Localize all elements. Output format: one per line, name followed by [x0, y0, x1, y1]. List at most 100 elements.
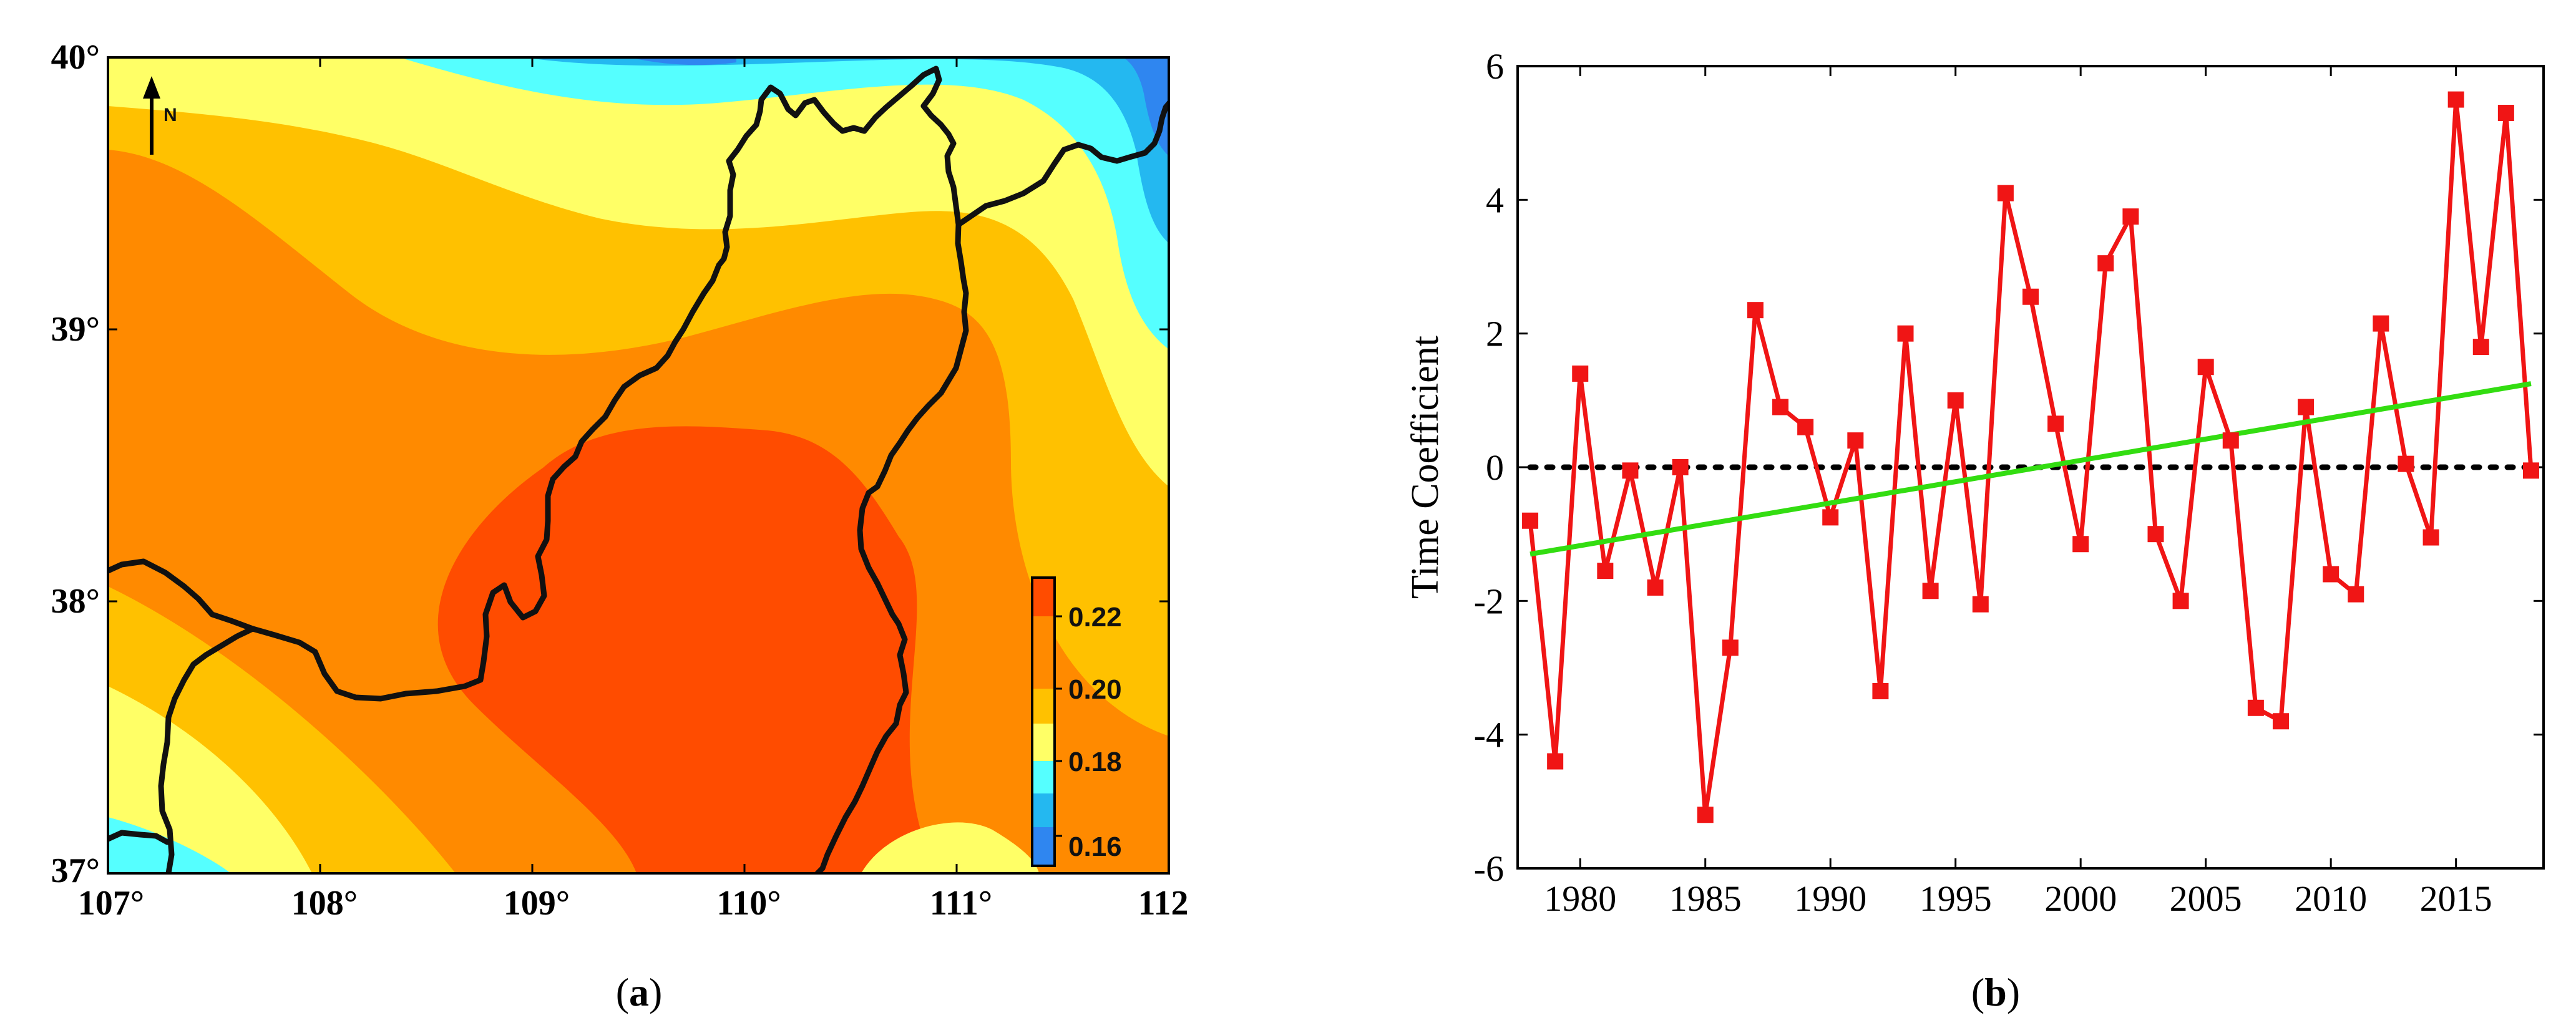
data-point-marker [1847, 432, 1864, 449]
x-tick-label: 1980 [1544, 878, 1616, 919]
map-y-axis: 40° 39° 38° 37° [51, 38, 1169, 890]
colorbar-label: 0.18 [1068, 747, 1122, 777]
contour-band-orange [108, 57, 1169, 873]
colorbar-segment [1032, 578, 1055, 616]
x-tick-label: 107° [78, 884, 144, 923]
data-point-marker [1697, 807, 1714, 823]
data-point-marker [1572, 365, 1589, 382]
trend-line [1530, 381, 2532, 557]
x-tick-label: 110° [716, 884, 781, 923]
x-tick-label: 2000 [2044, 878, 2117, 919]
data-point-marker [2097, 255, 2114, 272]
y-tick-label: 40° [51, 38, 100, 77]
colorbar-segment [1032, 616, 1055, 689]
x-tick-label: 111° [930, 884, 992, 923]
data-point-marker [1597, 563, 1614, 580]
x-tick-label: 108° [291, 884, 358, 923]
data-point-marker [1722, 639, 1739, 656]
colorbar-segment [1032, 793, 1055, 827]
data-point-marker [2398, 455, 2414, 472]
data-point-marker [1672, 459, 1689, 475]
data-point-marker [2222, 432, 2239, 449]
data-point-marker [2522, 462, 2539, 479]
data-point-marker [2348, 586, 2364, 603]
data-point-marker [2298, 399, 2315, 415]
colorbar-segment [1032, 761, 1055, 793]
colorbar: 0.22 0.20 0.18 0.16 [1031, 576, 1122, 867]
panel-b-caption-letter: b [1984, 970, 2007, 1014]
border-line-northeast [955, 99, 1169, 228]
y-tick-label: 0 [1486, 447, 1504, 488]
colorbar-segment [1032, 827, 1055, 866]
y-axis-label: Time Coefficient [1404, 336, 1447, 599]
data-point-marker [2197, 359, 2214, 376]
data-point-marker [2497, 105, 2514, 122]
data-point-marker [1922, 583, 1939, 599]
data-point-marker [2422, 529, 2439, 546]
data-point-marker [1822, 509, 1839, 526]
data-point-marker [2147, 526, 2164, 543]
contour-band-lightblue [524, 57, 1169, 243]
x-tick-label: 1995 [1920, 878, 1992, 919]
colorbar-label: 0.20 [1068, 674, 1122, 705]
panel-a-caption-letter: a [629, 970, 649, 1014]
north-label: N [163, 105, 177, 125]
y-tick-label: 38° [51, 582, 100, 621]
data-point-marker [1622, 462, 1639, 479]
map-frame [107, 56, 1170, 875]
y-tick-label: 4 [1486, 180, 1504, 220]
panel-b-chart: -6 -4 -2 0 2 4 6 1980 1985 1990 1995 2000 2005 2010 2… [1404, 46, 2545, 1014]
y-tick-label: 2 [1486, 314, 1504, 354]
chart-x-axis: 1980 1985 1990 1995 2000 2005 2010 2015 [1544, 66, 2492, 919]
colorbar-label: 0.22 [1068, 602, 1122, 633]
data-point-marker [2047, 415, 2064, 432]
data-point-marker [1547, 753, 1564, 770]
data-point-marker [1972, 596, 1989, 613]
x-tick-label: 112 [1138, 884, 1189, 923]
colorbar-frame [1031, 576, 1056, 867]
x-tick-label: 2010 [2295, 878, 2367, 919]
y-tick-label: 37° [51, 851, 100, 890]
x-tick-label: 1990 [1794, 878, 1866, 919]
data-point-marker [1872, 683, 1889, 700]
border-line-main [108, 65, 969, 873]
data-point-marker [1997, 185, 2014, 201]
north-arrow: N [143, 76, 177, 155]
data-point-marker [1647, 579, 1664, 596]
contour-band-yellow [108, 57, 1169, 873]
data-point-marker [1747, 302, 1764, 319]
map-x-axis: 107° 108° 109° 110° 111° 112 [78, 57, 1189, 923]
data-point-marker [2447, 91, 2464, 108]
data-point-marker [2022, 288, 2039, 305]
data-point-marker [2472, 339, 2489, 356]
y-tick-label: 39° [51, 310, 100, 349]
panel-b-caption: (b) [1971, 970, 2020, 1014]
y-tick-label: -6 [1474, 848, 1504, 889]
data-point-marker [1947, 392, 1964, 409]
data-point-marker [1897, 325, 1914, 342]
panel-a-map: N 0.22 0.20 0.18 0.16 40° [51, 38, 1189, 1014]
colorbar-segment [1032, 724, 1055, 761]
data-point-marker [2172, 593, 2189, 609]
border-line-southwest [158, 626, 256, 873]
data-point-marker [2323, 566, 2339, 583]
data-point-marker [1772, 399, 1789, 415]
data-point-marker [2272, 713, 2289, 730]
north-arrow-icon [143, 76, 160, 99]
data-point-marker [2247, 699, 2264, 716]
y-tick-label: 6 [1486, 46, 1504, 87]
x-tick-label: 109° [504, 884, 570, 923]
colorbar-label: 0.16 [1068, 832, 1122, 862]
panel-a-caption: (a) [616, 970, 663, 1014]
chart-y-axis: -6 -4 -2 0 2 4 6 [1474, 46, 2544, 889]
province-borders [108, 65, 1169, 873]
x-tick-label: 1985 [1669, 878, 1742, 919]
x-tick-label: 2015 [2420, 878, 2492, 919]
y-tick-label: -4 [1474, 715, 1504, 755]
data-point-marker [1522, 512, 1539, 529]
colorbar-segment [1032, 689, 1055, 724]
y-tick-label: -2 [1474, 581, 1504, 621]
x-tick-label: 2005 [2170, 878, 2242, 919]
chart-series [1522, 91, 2539, 823]
